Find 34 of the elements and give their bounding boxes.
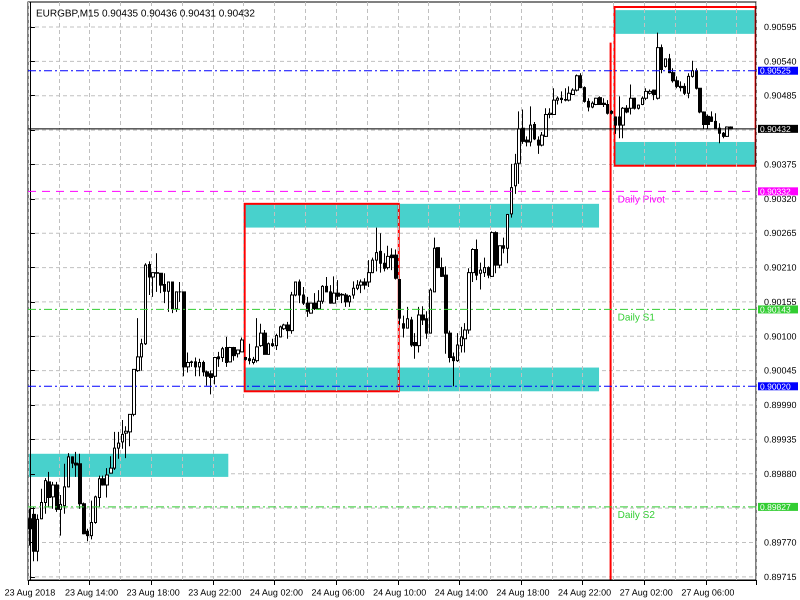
- x-tick-label: 24 Aug 10:00: [373, 588, 426, 598]
- x-tick-label: 24 Aug 18:00: [496, 588, 550, 598]
- text: EURGBP,M15 0.90435 0.90436 0.90431 0.90432: [36, 8, 256, 20]
- y-tick-label: 0.90265: [764, 228, 797, 238]
- y-tick-label: 0.89880: [764, 468, 797, 479]
- x-tick-label: 24 Aug 02:00: [250, 588, 303, 598]
- x-tick-label: 27 Aug 06:00: [681, 588, 734, 598]
- x-tick-label: 23 Aug 22:00: [188, 588, 242, 598]
- x-tick-label: 27 Aug 02:00: [620, 588, 673, 598]
- x-tick-label: 24 Aug 06:00: [312, 588, 365, 598]
- y-tick-label: 0.89715: [764, 572, 797, 582]
- ref-line-label: 0.90143: [760, 304, 791, 314]
- y-tick-label: 0.90320: [764, 194, 797, 204]
- y-tick-label: 0.90595: [764, 22, 797, 32]
- ref-line-label: 0.90432: [760, 124, 791, 134]
- y-tick-label: 0.90155: [764, 296, 797, 307]
- y-tick-label: 0.90100: [764, 331, 797, 342]
- y-tick-label: 0.89990: [764, 400, 797, 410]
- x-tick-label: 23 Aug 14:00: [65, 588, 118, 598]
- y-tick-label: 0.89770: [764, 538, 797, 548]
- y-tick-label: 0.90540: [764, 56, 797, 66]
- x-tick-label: 24 Aug 22:00: [558, 588, 612, 598]
- y-tick-label: 0.89935: [764, 434, 797, 444]
- ref-line-label: 0.90020: [760, 381, 791, 392]
- x-tick-label: 23 Aug 2018: [4, 588, 56, 598]
- ref-line-label: 0.89827: [760, 502, 791, 512]
- y-tick-label: 0.90045: [764, 366, 797, 376]
- y-tick-label: 0.90375: [764, 159, 797, 170]
- y-tick-label: 0.90485: [764, 90, 797, 101]
- x-tick-label: 24 Aug 14:00: [434, 588, 488, 598]
- x-tick-label: 23 Aug 18:00: [126, 588, 180, 598]
- ref-line-label: 0.90525: [760, 66, 791, 76]
- y-tick-label: 0.90210: [764, 262, 797, 273]
- ref-line-label: 0.90332: [760, 186, 791, 196]
